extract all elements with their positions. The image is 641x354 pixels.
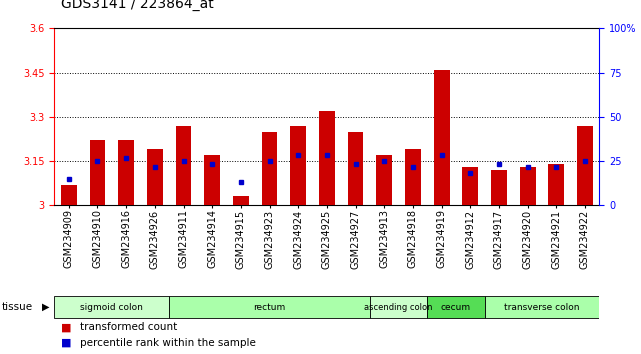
Bar: [290, 126, 306, 205]
Bar: [428, 296, 485, 318]
Text: transformed count: transformed count: [80, 322, 178, 332]
Bar: [119, 141, 134, 205]
Text: percentile rank within the sample: percentile rank within the sample: [80, 338, 256, 348]
Bar: [370, 296, 428, 318]
Bar: [147, 149, 163, 205]
Text: sigmoid colon: sigmoid colon: [80, 303, 144, 312]
Text: transverse colon: transverse colon: [504, 303, 579, 312]
Bar: [577, 126, 593, 205]
Bar: [347, 132, 363, 205]
Text: ▶: ▶: [42, 302, 49, 312]
Text: rectum: rectum: [253, 303, 286, 312]
Bar: [61, 185, 77, 205]
Text: tissue: tissue: [1, 302, 33, 312]
Text: GDS3141 / 223864_at: GDS3141 / 223864_at: [61, 0, 213, 11]
Bar: [520, 167, 535, 205]
Text: ascending colon: ascending colon: [364, 303, 433, 312]
Bar: [462, 167, 478, 205]
Bar: [434, 70, 449, 205]
Bar: [376, 155, 392, 205]
Bar: [169, 296, 370, 318]
Bar: [204, 155, 220, 205]
Bar: [176, 126, 192, 205]
Bar: [90, 141, 105, 205]
Bar: [485, 296, 599, 318]
Bar: [405, 149, 421, 205]
Bar: [233, 196, 249, 205]
Bar: [54, 296, 169, 318]
Text: ■: ■: [61, 322, 71, 332]
Bar: [262, 132, 278, 205]
Text: ■: ■: [61, 338, 71, 348]
Text: cecum: cecum: [441, 303, 471, 312]
Bar: [549, 164, 564, 205]
Bar: [491, 170, 507, 205]
Bar: [319, 111, 335, 205]
